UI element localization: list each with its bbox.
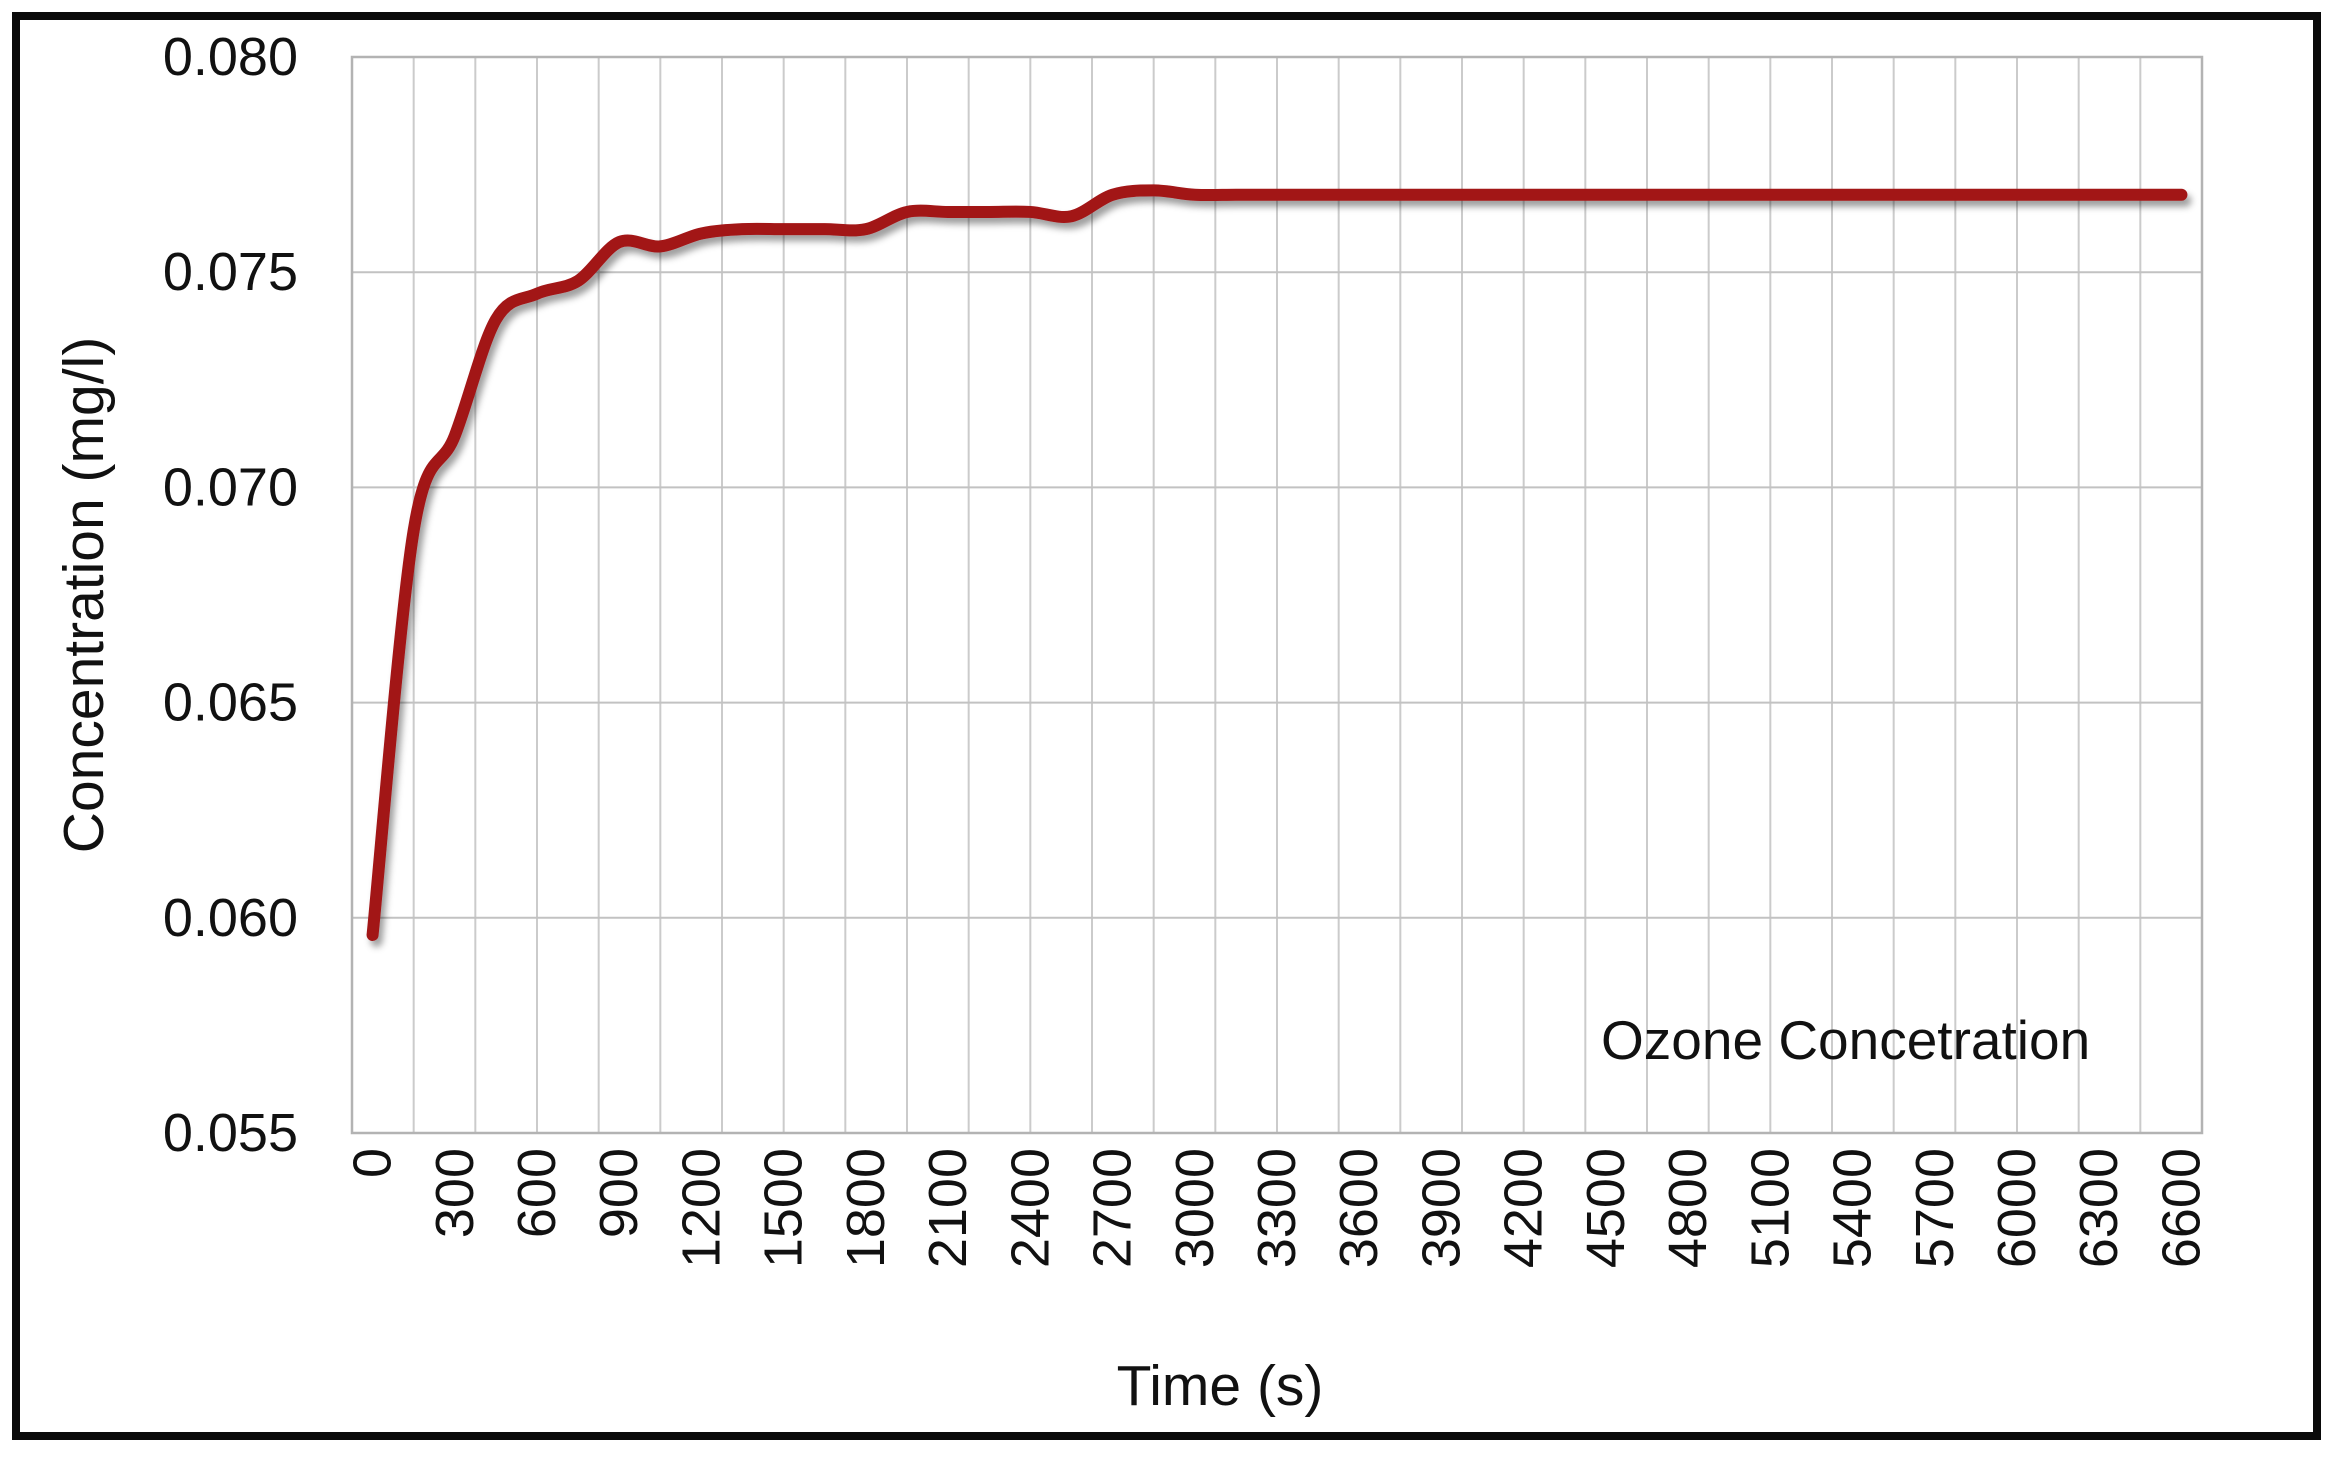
x-tick-label: 600	[507, 1148, 567, 1238]
y-tick-label: 0.075	[163, 242, 298, 302]
x-tick-label: 4500	[1576, 1148, 1636, 1268]
gridlines	[350, 55, 2204, 1135]
x-tick-label: 2400	[1000, 1148, 1060, 1268]
x-tick-label: 0	[343, 1148, 403, 1178]
y-tick-label: 0.070	[163, 457, 298, 517]
y-tick-label: 0.055	[163, 1103, 298, 1163]
x-tick-label: 3300	[1247, 1148, 1307, 1268]
legend: Ozone Concetration	[1536, 1009, 2090, 1071]
x-tick-label: 6000	[1987, 1148, 2047, 1268]
x-tick-label: 5700	[1905, 1148, 1965, 1268]
x-tick-label: 6300	[2069, 1148, 2129, 1268]
x-tick-label: 6600	[2151, 1148, 2211, 1268]
x-tick-label: 3600	[1329, 1148, 1389, 1268]
x-tick-label: 4800	[1658, 1148, 1718, 1268]
legend-label: Ozone Concetration	[1601, 1009, 2090, 1071]
x-tick-label: 2100	[918, 1148, 978, 1268]
x-tick-label: 4200	[1494, 1148, 1554, 1268]
x-tick-label: 900	[589, 1148, 649, 1238]
y-tick-label: 0.065	[163, 673, 298, 733]
x-axis-title: Time (s)	[1117, 1354, 1324, 1418]
x-tick-label: 3000	[1165, 1148, 1225, 1268]
x-tick-label: 5400	[1823, 1148, 1883, 1268]
plot-area-border	[350, 55, 2204, 1135]
x-tick-label: 2700	[1083, 1148, 1143, 1268]
x-axis-tick-labels: 0 300 600 900 1200 1500 1800 2100 2400 2700 3000 33…	[343, 1148, 2212, 1268]
y-axis-tick-labels: 0.055 0.060 0.065 0.070 0.075 0.080	[163, 27, 298, 1163]
x-tick-label: 1200	[671, 1148, 731, 1268]
x-tick-label: 300	[425, 1148, 485, 1238]
y-tick-label: 0.060	[163, 888, 298, 948]
x-tick-label: 1800	[836, 1148, 896, 1268]
series-lines	[366, 184, 2188, 942]
y-tick-label: 0.080	[163, 27, 298, 87]
x-tick-label: 5100	[1740, 1148, 1800, 1268]
ozone-concentration-line	[366, 184, 2188, 942]
y-axis-title: Concentration (mg/l)	[52, 337, 116, 853]
x-tick-label: 1500	[754, 1148, 814, 1268]
x-tick-label: 3900	[1411, 1148, 1471, 1268]
